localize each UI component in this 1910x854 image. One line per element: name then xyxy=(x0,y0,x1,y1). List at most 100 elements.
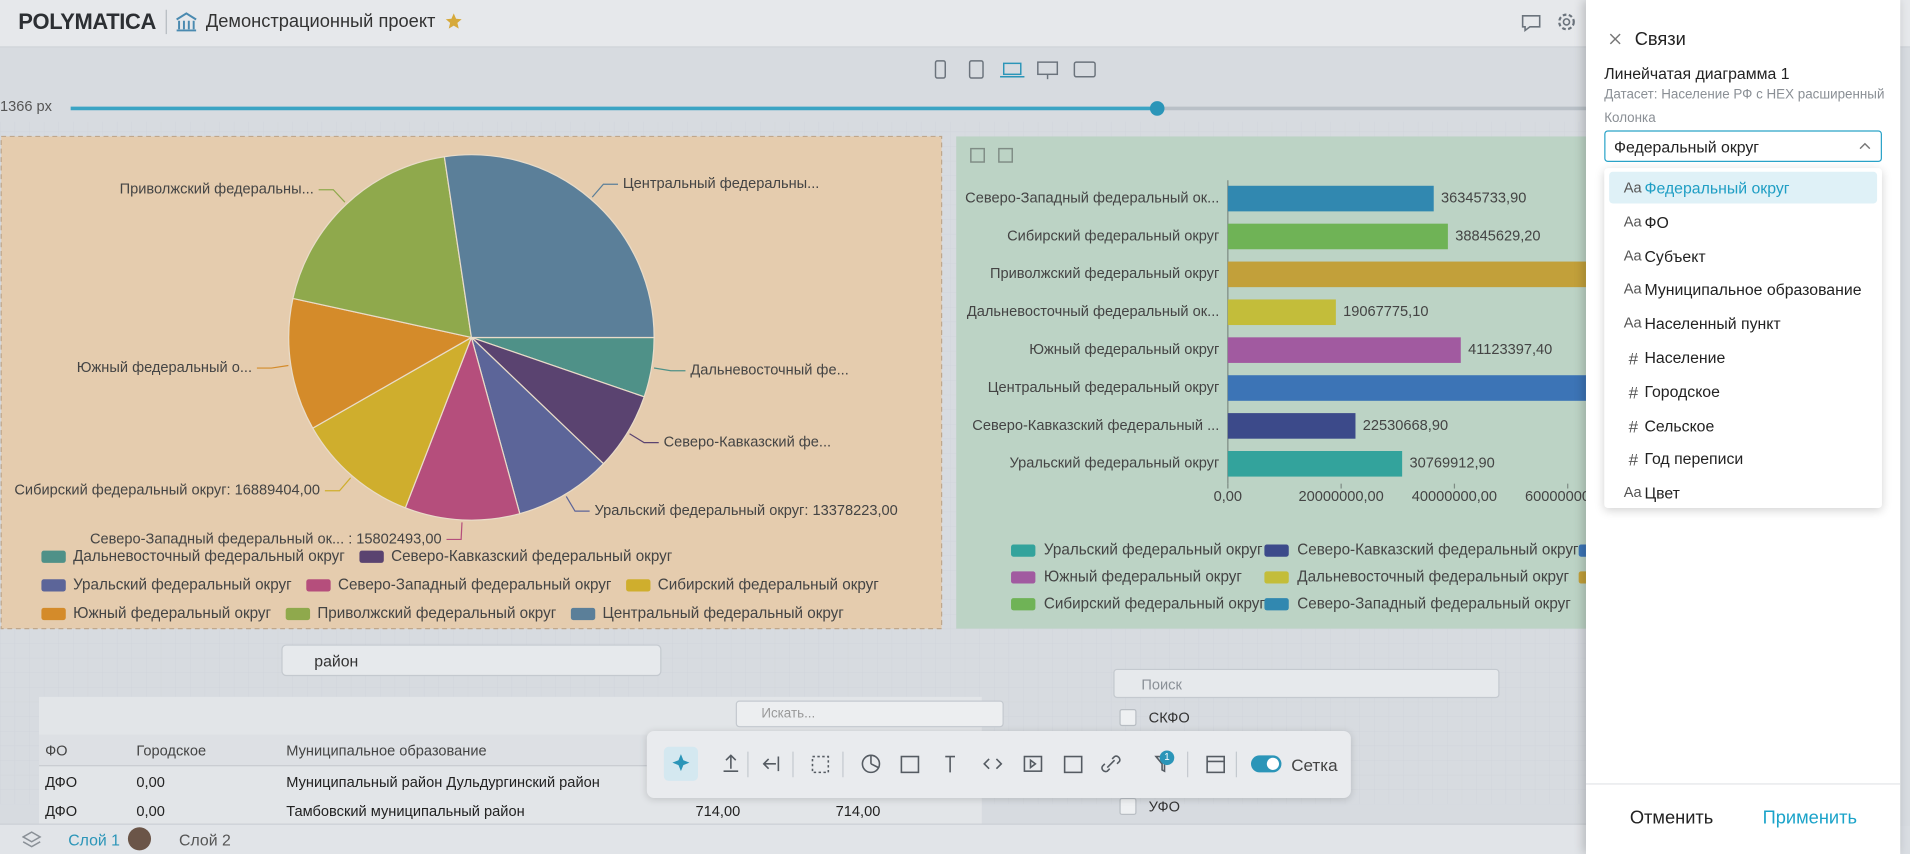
x-tick-label: 20000000,00 xyxy=(1298,489,1383,505)
favorite-star[interactable] xyxy=(445,12,463,30)
column-header[interactable]: Муниципальное образование xyxy=(286,741,487,759)
y-tick-label: Дальневосточный федеральный ок... xyxy=(967,304,1219,320)
bar xyxy=(1227,375,1614,401)
value-label: 38845629,20 xyxy=(1455,228,1540,244)
legend-swatch xyxy=(41,607,66,621)
slice-label: Центральный федеральны... xyxy=(623,176,819,192)
table-cell: 0,00 xyxy=(136,773,165,791)
grid-toggle-label[interactable]: Сетка xyxy=(1291,755,1338,775)
legend-swatch xyxy=(1264,544,1289,557)
legend-label: Дальневосточный федеральный округ xyxy=(1297,568,1569,585)
table-filter-input[interactable]: Искать... xyxy=(735,700,1004,728)
legend-label: Уральский федеральный округ xyxy=(1044,542,1263,559)
project-name[interactable]: Демонстрационный проект xyxy=(205,10,436,32)
option-label: Населенный пункт xyxy=(1644,314,1781,333)
dropdown-option[interactable]: Aa Цвет xyxy=(1609,477,1877,509)
option-label: Сельское xyxy=(1644,416,1715,435)
checkbox[interactable] xyxy=(1119,797,1137,816)
x-tick-label: 0,00 xyxy=(1214,489,1242,505)
legend-swatch xyxy=(41,550,66,563)
bar xyxy=(1227,261,1591,288)
y-tick-label: Северо-Кавказский федеральный ... xyxy=(972,418,1219,434)
filter-search[interactable]: Поиск xyxy=(1113,668,1500,699)
dropdown-option[interactable]: # Городское xyxy=(1609,375,1877,407)
y-tick-label: Южный федеральный округ xyxy=(1029,342,1219,358)
slice-label: Дальневосточный фе... xyxy=(690,363,848,379)
option-label: Субъект xyxy=(1644,246,1706,266)
dropdown-option[interactable]: Aa Субъект xyxy=(1609,240,1877,272)
layers-bar: Слой 1 Слой 2 xyxy=(0,823,1596,854)
column-header[interactable]: ФО xyxy=(45,741,68,759)
legend-label: Уральский федеральный округ xyxy=(73,576,292,593)
apply-button[interactable]: Применить xyxy=(1762,807,1858,829)
legend-swatch xyxy=(1011,598,1036,611)
slider-knob[interactable] xyxy=(1149,101,1165,116)
slice-label: Северо-Западный федеральный ок... : 1580… xyxy=(90,531,442,547)
slice-label: Северо-Кавказский фе... xyxy=(664,434,832,450)
dropdown-option[interactable]: Aa Населенный пункт xyxy=(1609,307,1877,339)
pie-slice xyxy=(311,336,473,509)
pie-slice xyxy=(404,335,521,521)
pie-slice xyxy=(443,154,655,339)
legend-label: Северо-Кавказский федеральный округ xyxy=(1297,542,1579,559)
dropdown-option[interactable]: # Сельское xyxy=(1609,409,1877,441)
legend-swatch xyxy=(306,579,331,592)
option-label: Муниципальное образование xyxy=(1644,280,1862,299)
legend-label: Южный федеральный округ xyxy=(73,605,271,622)
option-label: Федеральный округ xyxy=(1644,179,1790,198)
layers-icon[interactable] xyxy=(21,831,42,848)
column-header[interactable]: Городское xyxy=(136,741,207,759)
option-label: Городское xyxy=(1644,382,1720,401)
option-label: Население xyxy=(1644,348,1726,367)
checkbox[interactable] xyxy=(1119,709,1137,727)
layer-tab[interactable]: Слой 1 xyxy=(68,830,120,850)
leader-line xyxy=(324,477,352,492)
x-tick-label: 40000000,00 xyxy=(1412,489,1497,505)
dropdown-option[interactable]: Aa ФО xyxy=(1609,206,1877,238)
bar xyxy=(1227,185,1434,212)
toolbar: 1 Сетка xyxy=(646,730,1351,798)
close-icon[interactable] xyxy=(1609,33,1621,45)
legend-swatch xyxy=(285,607,311,621)
value-label: 30769912,90 xyxy=(1409,456,1494,472)
slice-label: Уральский федеральный округ: 13378223,00 xyxy=(595,503,898,519)
option-type-icon: Aa xyxy=(1623,280,1642,298)
legend-swatch xyxy=(1264,571,1289,584)
toolbar-icons[interactable] xyxy=(647,731,1351,798)
dropdown-option[interactable]: # Население xyxy=(1609,341,1877,373)
table-cell: ДФО xyxy=(45,802,78,820)
value-label: 19067775,10 xyxy=(1343,304,1428,320)
dropdown-option[interactable]: # Год переписи xyxy=(1609,443,1877,475)
column-select[interactable]: Федеральный округ xyxy=(1604,130,1882,163)
dropdown-option[interactable]: Aa Муниципальное образование xyxy=(1609,273,1877,305)
table-search[interactable]: район xyxy=(281,644,662,677)
dropdown-option[interactable]: Aa Федеральный округ xyxy=(1609,171,1878,204)
table-cell: ДФО xyxy=(45,773,78,791)
legend-swatch xyxy=(1264,598,1289,611)
table-cell: Муниципальный район Дульдургинский район xyxy=(286,773,600,791)
header-icons[interactable] xyxy=(1520,11,1588,35)
slice-label: Южный федеральный о... xyxy=(77,360,252,376)
legend-label: Северо-Западный федеральный округ xyxy=(338,576,612,593)
width-label: 1366 px xyxy=(0,99,53,115)
option-label: ФО xyxy=(1644,212,1669,232)
bar xyxy=(1227,337,1461,363)
option-type-icon: # xyxy=(1628,382,1639,402)
legend-label: Северо-Западный федеральный округ xyxy=(1297,595,1571,612)
layer-tab[interactable]: Слой 2 xyxy=(179,830,231,850)
table-cell: 0,00 xyxy=(136,802,165,820)
y-tick-label: Уральский федеральный округ xyxy=(1009,456,1219,472)
panel-title: Связи xyxy=(1634,29,1686,50)
pie-slice xyxy=(292,156,473,339)
y-tick-label: Центральный федеральный округ xyxy=(988,380,1220,396)
legend-label: Северо-Кавказский федеральный округ xyxy=(391,548,673,565)
cancel-button[interactable]: Отменить xyxy=(1629,807,1714,829)
device-icons[interactable] xyxy=(934,60,1096,80)
avatar xyxy=(127,827,152,851)
legend-label: Южный федеральный округ xyxy=(1044,568,1242,585)
logo[interactable]: POLYMATICA xyxy=(18,9,156,35)
leader-line xyxy=(629,433,659,444)
legend-swatch xyxy=(1011,544,1036,557)
slice-label: Сибирский федеральный округ: 16889404,00 xyxy=(14,483,320,499)
filter-widget: Поиск СКФО УФО xyxy=(1113,668,1500,820)
